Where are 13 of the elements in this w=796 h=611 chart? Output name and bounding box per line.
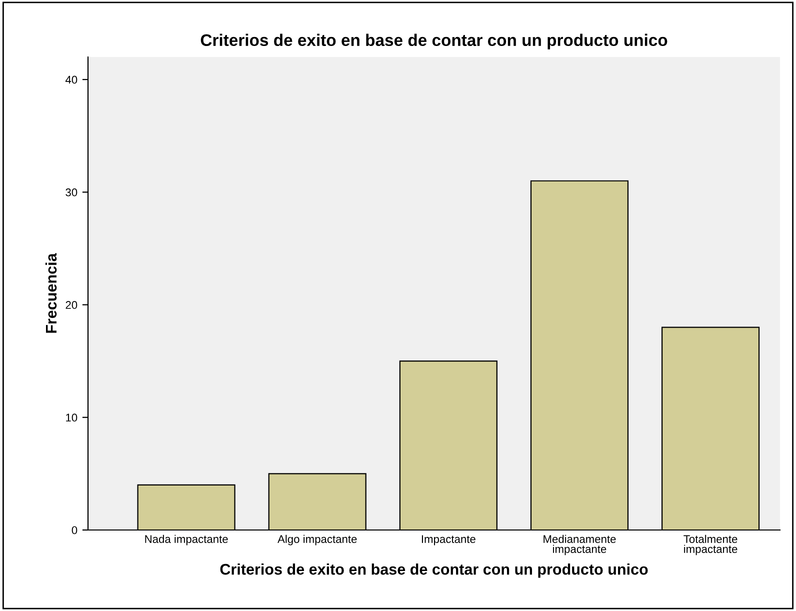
- y-tick-label: 40: [65, 76, 78, 84]
- chart-title: Criterios de exito en base de contar con un producto unico: [200, 34, 668, 50]
- y-tick-label: 0: [72, 526, 78, 534]
- x-tick-label: Impactante: [422, 535, 476, 546]
- y-tick-label: 20: [66, 301, 78, 309]
- x-tick-label: Algo impactante: [278, 534, 357, 546]
- y-tick-label: 30: [66, 188, 78, 196]
- x-tick-label: Medianamente impactante: [544, 534, 616, 556]
- x-tick-label: Totalmente impactante: [684, 534, 738, 556]
- x-axis-title: Criterios de exito en base de contar con un producto unico: [220, 564, 648, 578]
- x-tick-label: Nada impactante: [145, 534, 228, 546]
- y-axis-title: Frecuencia: [45, 253, 57, 333]
- y-tick-label: 10: [66, 414, 78, 422]
